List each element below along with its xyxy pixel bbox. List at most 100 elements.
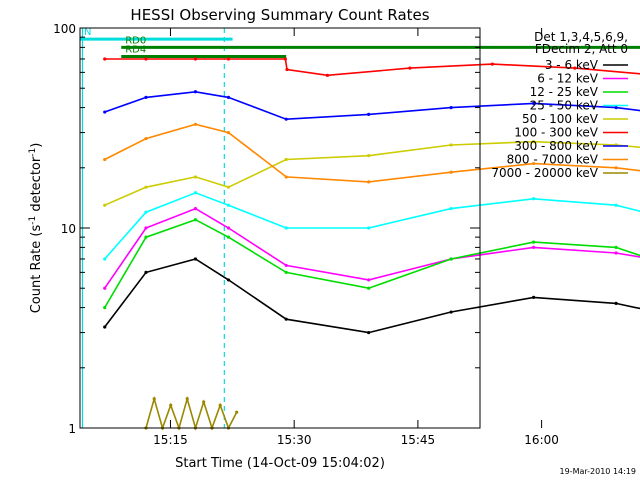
series-6-point-6 — [449, 105, 453, 110]
series-1-point-2 — [193, 207, 198, 211]
legend-header-line1: Det 1,3,4,5,6,9, — [534, 30, 628, 44]
series-3-point-8 — [614, 203, 618, 207]
flag-label-2: RD4 — [125, 45, 146, 56]
legend-label-6: 300 - 800 keV — [514, 139, 598, 153]
series-7-point-6 — [449, 170, 453, 174]
x-axis-label: Start Time (14-Oct-09 15:04:02) — [175, 456, 385, 471]
series-5-point-8 — [490, 62, 494, 66]
series-3-point-1 — [144, 210, 148, 214]
series-1-point-8 — [614, 251, 618, 255]
series-5-point-4 — [283, 57, 287, 61]
series-3-point-5 — [367, 226, 371, 230]
series-3-point-3 — [226, 203, 231, 207]
series-0-point-4 — [284, 317, 288, 321]
series-8-point-5 — [185, 397, 189, 401]
series-8-point-9 — [218, 403, 222, 407]
x-tick-label-2: 15:45 — [401, 433, 436, 447]
series-4-point-3 — [226, 185, 231, 189]
chart-title: HESSI Observing Summary Count Rates — [130, 6, 429, 24]
series-6-point-0 — [103, 110, 107, 114]
x-tick-label-3: 16:00 — [524, 433, 559, 447]
flag-label-1: RD0 — [125, 35, 146, 46]
y-axis: 1 10 100 — [53, 22, 480, 436]
series-5-point-5 — [285, 67, 289, 72]
legend-label-3: 25 - 50 keV — [530, 99, 599, 113]
series-5-point-7 — [408, 66, 412, 70]
series-3-point-0 — [103, 257, 107, 261]
series-3-point-6 — [449, 207, 453, 211]
y-tick-label-0: 1 — [68, 422, 76, 436]
series-8-point-3 — [169, 403, 173, 407]
y-tick-label-2: 100 — [53, 22, 76, 36]
series-1-point-7 — [532, 245, 536, 249]
series-line-0 — [104, 258, 640, 334]
series-5-point-3 — [226, 57, 231, 61]
y-axis-label-end: ) — [29, 143, 44, 148]
series-4-point-1 — [144, 185, 148, 189]
x-tick-label-1: 15:30 — [277, 433, 312, 447]
series-1-point-1 — [144, 226, 148, 230]
flag-label-0: N — [84, 27, 91, 38]
series-5-point-0 — [103, 57, 107, 61]
y-axis-label-sup: -1 — [28, 216, 38, 225]
series-5-point-1 — [144, 57, 148, 61]
series-2-point-7 — [532, 240, 536, 244]
plot-frame — [79, 27, 481, 429]
x-tick-label-0: 15:15 — [153, 433, 188, 447]
series-0-point-6 — [449, 310, 453, 314]
legend: Det 1,3,4,5,6,9, FDecim 2, Att 0 3 - 6 k… — [491, 30, 628, 180]
series-2-point-2 — [193, 218, 198, 222]
series-4-point-4 — [284, 157, 288, 162]
legend-header-line2: FDecim 2, Att 0 — [535, 42, 628, 56]
legend-label-0: 3 - 6 keV — [545, 58, 599, 72]
series-6-point-5 — [367, 112, 371, 116]
series-line-1 — [104, 207, 640, 289]
series-4-point-7 — [532, 140, 536, 144]
series-2-point-6 — [449, 257, 453, 261]
series-6-point-8 — [614, 105, 618, 110]
series-4-point-2 — [193, 175, 198, 179]
series-8-point-11 — [235, 410, 239, 414]
series-6-point-7 — [532, 101, 536, 105]
series-8-point-7 — [202, 400, 206, 404]
legend-label-7: 800 - 7000 keV — [507, 153, 599, 167]
series-4-point-5 — [367, 154, 371, 158]
series-3-point-4 — [284, 226, 288, 230]
legend-label-8: 7000 - 20000 keV — [491, 166, 598, 180]
series-2-point-4 — [284, 270, 288, 274]
series-4-point-6 — [449, 143, 453, 147]
series-3-point-2 — [193, 191, 198, 195]
series-7-point-1 — [144, 136, 148, 141]
series-1-point-5 — [367, 278, 371, 282]
y-axis-label-main: Count Rate (s — [29, 225, 44, 314]
series-6-point-2 — [193, 90, 198, 94]
series-6-point-4 — [284, 117, 288, 121]
series-7-point-2 — [193, 122, 198, 126]
series-5-point-6 — [325, 73, 330, 77]
series-2-point-0 — [103, 305, 107, 310]
series-0-point-5 — [367, 330, 371, 335]
series-0-point-7 — [532, 295, 536, 299]
series-0-point-1 — [144, 270, 148, 274]
y-axis-label: Count Rate (s-1 detector-1) — [28, 143, 44, 314]
series-1-point-4 — [284, 263, 288, 268]
y-axis-label-sup2: -1 — [28, 148, 38, 157]
series-5-point-2 — [193, 57, 198, 61]
timestamp: 19-Mar-2010 14:19 — [560, 467, 637, 476]
series-2-point-8 — [614, 245, 618, 249]
series-0-point-3 — [226, 278, 231, 282]
series-8-point-1 — [152, 397, 156, 401]
series-2-point-5 — [367, 286, 371, 290]
legend-label-1: 6 - 12 keV — [537, 72, 599, 86]
series-0-point-2 — [193, 257, 198, 261]
series-3-point-7 — [532, 197, 536, 201]
series-7-point-3 — [226, 130, 231, 135]
legend-label-5: 100 - 300 keV — [514, 126, 598, 140]
series-7-point-8 — [614, 166, 618, 170]
series-4-point-0 — [103, 203, 107, 207]
series-5-point-9 — [573, 66, 577, 70]
series-6-point-3 — [226, 95, 231, 99]
